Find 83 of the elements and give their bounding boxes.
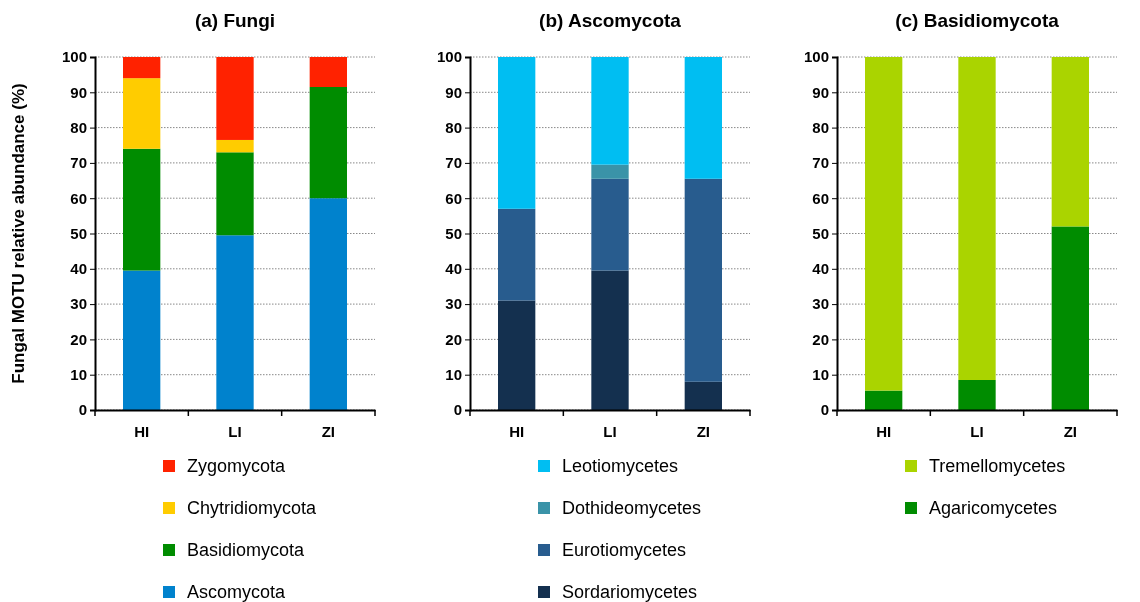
bar (123, 78, 161, 149)
y-tick-label: 40 (812, 260, 829, 278)
bar (591, 178, 629, 271)
chart-title: (c) Basidiomycota (895, 10, 1060, 31)
bar (1051, 57, 1089, 227)
bar (309, 87, 347, 199)
x-tick-label: ZI (321, 423, 336, 440)
y-tick-label: 40 (445, 260, 462, 278)
bar (309, 57, 347, 88)
bar (123, 148, 161, 271)
bar (684, 178, 722, 382)
bar (684, 381, 722, 410)
bar (498, 300, 536, 410)
y-tick-label: 70 (445, 154, 462, 172)
y-tick-label: 0 (453, 401, 462, 419)
chart-title: (a) Fungi (194, 10, 276, 31)
x-tick-label: HI (509, 423, 525, 440)
y-tick-label: 100 (436, 48, 462, 66)
y-tick-label: 100 (803, 48, 829, 66)
y-axis-title: Fungal MOTU relative abundance (%) (9, 83, 28, 384)
bar (684, 57, 722, 179)
legend-label: Ascomycota (187, 582, 287, 602)
y-tick-label: 60 (70, 189, 87, 207)
y-tick-label: 50 (70, 224, 87, 242)
y-tick-label: 0 (78, 401, 87, 419)
legend-label: Dothideomycetes (562, 498, 702, 518)
y-tick-label: 90 (812, 83, 829, 101)
legend-label: Agaricomycetes (929, 498, 1058, 518)
bar (591, 164, 629, 179)
y-tick-label: 60 (445, 189, 462, 207)
y-tick-label: 20 (70, 330, 87, 348)
bar (309, 198, 347, 410)
bar (123, 57, 161, 79)
bar (216, 152, 254, 236)
y-tick-label: 30 (70, 295, 87, 313)
chart-title: (b) Ascomycota (539, 10, 682, 31)
y-tick-label: 50 (812, 224, 829, 242)
bar (958, 380, 996, 410)
bar (123, 270, 161, 410)
bar (216, 235, 254, 410)
x-tick-label: LI (603, 423, 617, 440)
bar (498, 57, 536, 209)
legend-label: Zygomycota (187, 456, 287, 476)
y-tick-label: 80 (445, 118, 462, 136)
x-tick-label: HI (134, 423, 150, 440)
bar (865, 57, 903, 391)
y-tick-label: 60 (812, 189, 829, 207)
x-tick-label: LI (970, 423, 984, 440)
y-tick-label: 10 (445, 366, 462, 383)
legend-label: Basidiomycota (187, 540, 306, 560)
bar (865, 390, 903, 410)
y-tick-label: 80 (812, 118, 829, 136)
y-tick-label: 10 (812, 366, 829, 383)
x-tick-label: HI (876, 423, 892, 440)
bar (1051, 226, 1089, 410)
y-tick-label: 20 (812, 330, 829, 348)
y-tick-label: 70 (812, 154, 829, 172)
bar (498, 208, 536, 301)
y-tick-label: 70 (70, 154, 87, 172)
legend-label: Sordariomycetes (562, 582, 698, 602)
y-tick-label: 20 (445, 330, 462, 348)
legend-label: Tremellomycetes (929, 456, 1066, 476)
bar (591, 57, 629, 165)
bar (958, 57, 996, 380)
legend-label: Eurotiomycetes (562, 540, 687, 560)
y-tick-label: 90 (445, 83, 462, 101)
y-tick-label: 80 (70, 118, 87, 136)
y-tick-label: 40 (70, 260, 87, 278)
y-tick-label: 30 (812, 295, 829, 313)
y-tick-label: 30 (445, 295, 462, 313)
legend-label: Leotiomycetes (562, 456, 679, 476)
y-tick-label: 10 (70, 366, 87, 383)
x-tick-label: ZI (696, 423, 711, 440)
x-tick-label: LI (228, 423, 242, 440)
legend-label: Chytridiomycota (187, 498, 318, 518)
y-tick-label: 50 (445, 224, 462, 242)
x-tick-label: ZI (1063, 423, 1078, 440)
y-tick-label: 100 (61, 48, 87, 66)
y-tick-label: 0 (820, 401, 829, 419)
bar (216, 139, 254, 153)
bar (216, 57, 254, 140)
y-tick-label: 90 (70, 83, 87, 101)
bar (591, 270, 629, 410)
